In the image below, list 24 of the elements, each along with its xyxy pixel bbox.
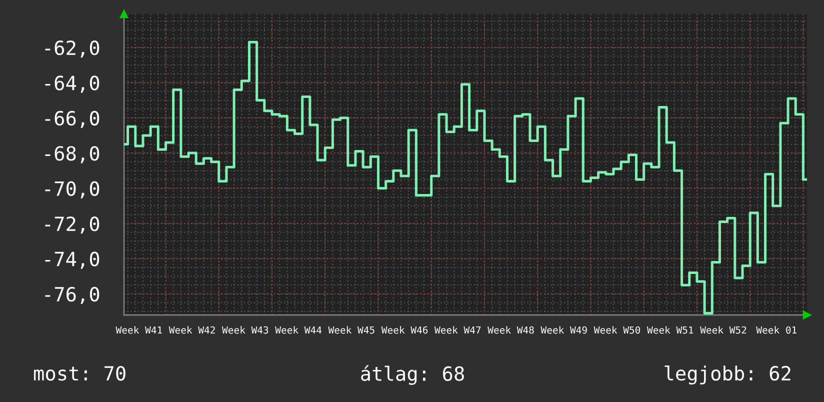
text: most: 70 — [34, 366, 126, 381]
y-tick-label: -64,0 — [45, 76, 100, 93]
x-tick-label: Week W52 — [700, 326, 746, 334]
y-tick-label: -76,0 — [45, 286, 100, 304]
x-tick-label: Week W44 — [275, 326, 322, 334]
x-tick-label: Week 01 — [756, 326, 796, 334]
y-tick-label: -68,0 — [45, 146, 100, 164]
x-tick-label: Week W42 — [168, 326, 215, 334]
x-tick-label: Week W47 — [434, 326, 481, 334]
x-tick-label: Week W50 — [594, 326, 640, 334]
text: átlag: 68 — [361, 365, 464, 385]
x-tick-label: Week W46 — [381, 326, 428, 334]
y-tick-label: -62,0 — [45, 40, 100, 58]
x-tick-label: Week W51 — [646, 326, 694, 334]
x-tick-label: Week W41 — [116, 326, 162, 334]
y-tick-label: -72,0 — [45, 216, 100, 234]
x-tick-label: Week W49 — [540, 326, 587, 334]
x-tick-label: Week W43 — [222, 326, 268, 334]
y-tick-label: -70,0 — [45, 181, 100, 198]
x-tick-label: Week W45 — [328, 326, 374, 334]
x-tick-label: Week W48 — [488, 326, 534, 334]
text: legjobb: 62 — [664, 365, 790, 385]
y-tick-label: -74,0 — [45, 252, 100, 269]
y-tick-label: -66,0 — [45, 110, 100, 128]
